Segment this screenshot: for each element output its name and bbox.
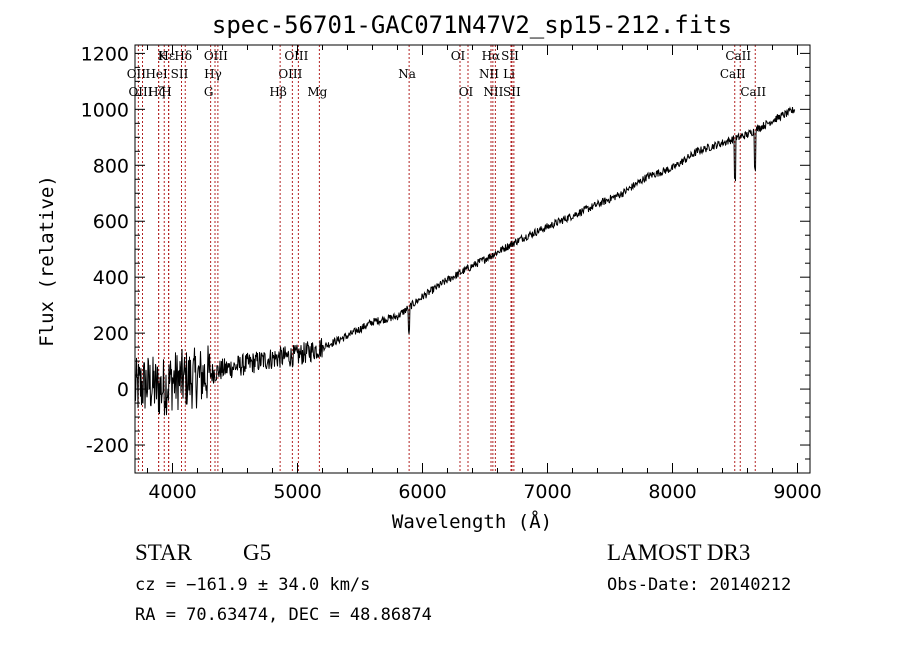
spectral-line-label: Li <box>503 67 515 81</box>
spectral-line-label: NII <box>483 85 503 99</box>
x-tick-label: 9000 <box>773 481 821 503</box>
spectral-line-label: CaII <box>740 85 766 99</box>
spectral-line-label: NII <box>479 67 499 81</box>
y-tick-label: 0 <box>117 379 129 401</box>
redshift-text: cz = −161.9 ± 34.0 km/s <box>135 575 370 595</box>
spectral-line-label: OIII <box>278 67 302 81</box>
spectral-line-label: CaII <box>725 49 751 63</box>
spectral-line-label: Hε <box>158 49 175 63</box>
spectrum-line <box>134 106 796 416</box>
spectral-line-label: SII <box>501 49 519 63</box>
spectral-line-label: OI <box>451 49 466 63</box>
y-tick-label: 600 <box>93 211 129 233</box>
y-tick-label: 400 <box>93 267 129 289</box>
spectral-line-label: Na <box>398 67 416 81</box>
object-subclass: G5 <box>243 540 271 565</box>
spectral-line-label: H <box>161 85 171 99</box>
x-tick-label: 6000 <box>398 481 446 503</box>
spectral-line-label: Mg <box>307 85 327 99</box>
obs-date: Obs-Date: 20140212 <box>607 575 791 595</box>
spectral-line-label: OII <box>127 67 147 81</box>
spectral-line-label: OI <box>459 85 474 99</box>
spectral-line-label: Hα <box>482 49 501 63</box>
x-axis-label: Wavelength (Å) <box>392 510 552 533</box>
x-tick-label: 8000 <box>648 481 696 503</box>
spectral-line-label: CaII <box>720 67 746 81</box>
x-tick-label: 7000 <box>523 481 571 503</box>
spectral-line-label: Hζ <box>148 85 165 99</box>
spectral-line-label: OIII <box>284 49 308 63</box>
spectral-line-label: Hδ <box>174 49 192 63</box>
spectral-line-label: SII <box>503 85 521 99</box>
plot-frame <box>134 44 811 474</box>
x-tick-label: 4000 <box>148 481 196 503</box>
y-tick-label: 200 <box>93 323 129 345</box>
chart-title: spec-56701-GAC071N47V2_sp15-212.fits <box>212 11 732 39</box>
y-tick-label: 1200 <box>81 43 129 65</box>
spectral-line-label: G <box>204 85 214 99</box>
axis-ticks: 4000 5000 6000 7000 8000 9000 -200 0 200 400 600 80… <box>81 43 822 503</box>
spectral-line-label: Hβ <box>269 85 286 99</box>
spectral-line-label: HeI <box>145 67 168 81</box>
x-tick-label: 5000 <box>273 481 321 503</box>
y-tick-label: 800 <box>93 155 129 177</box>
spectral-line-label: Hγ <box>204 67 222 81</box>
spectral-line-label: K <box>158 49 168 63</box>
y-axis-label: Flux (relative) <box>36 175 58 347</box>
spectrum-series <box>134 106 796 416</box>
spectral-line-label: OIII <box>204 49 228 63</box>
survey-name: LAMOST DR3 <box>607 540 750 565</box>
y-tick-label: 1000 <box>81 99 129 121</box>
object-class: STAR <box>135 540 193 565</box>
spectral-line-label: SII <box>171 67 189 81</box>
coordinates: RA = 70.63474, DEC = 48.86874 <box>135 605 432 625</box>
y-tick-label: -200 <box>86 435 129 457</box>
